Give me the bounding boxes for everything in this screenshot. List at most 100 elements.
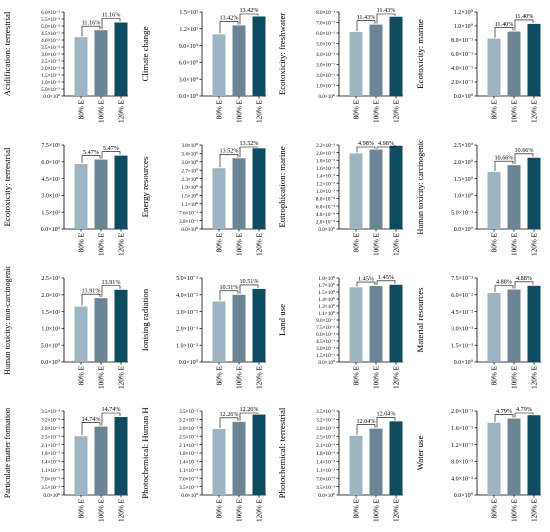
comparison-bracket <box>356 20 376 31</box>
comparison-bracket <box>219 290 238 301</box>
y-tick-label: 2.0×10⁻² <box>176 327 198 333</box>
bar-100e <box>232 294 245 362</box>
percent-annotation: 11.16% <box>82 19 101 26</box>
x-tick-label: 120% E <box>118 498 126 522</box>
y-tick-label: 0.0×10⁰ <box>318 493 335 499</box>
x-tick-label: 100% E <box>510 99 518 123</box>
y-tick-label: 2.0×10⁻² <box>41 66 60 72</box>
bar-120e <box>252 16 265 97</box>
x-tick-label: 80% E <box>215 99 223 119</box>
y-tick-label: 3.5×10⁻³ <box>316 485 335 491</box>
y-axis-title: Material resources <box>415 287 425 353</box>
y-tick-label: 4.5×10⁻² <box>451 310 473 316</box>
bar-120e <box>114 22 128 96</box>
bar-80e <box>212 301 225 362</box>
y-axis-title: Energy resources <box>140 156 150 217</box>
comparison-bracket <box>376 144 396 149</box>
y-tick-label: 8.0×10⁻² <box>451 460 473 466</box>
bar-chart-15: 0.0×10⁰ 3.5×10⁻³ 7.0×10⁻³ 1.1×10⁻² 1.4×10⁻² 1… <box>277 407 403 522</box>
bar-chart-16: 0.0×10⁰ 4.0×10⁻² 8.0×10⁻² 1.2×10⁻¹ 1.6×10⁻¹ 2… <box>415 406 541 522</box>
y-tick-label: 2.0×10⁻¹ <box>451 409 473 415</box>
bar-80e <box>212 168 225 229</box>
x-tick-label: 120% E <box>118 365 126 389</box>
y-tick-label: 3.0×10⁻¹ <box>316 346 335 352</box>
bar-chart-10: 0.0×10⁰ 1.0×10⁻² 2.0×10⁻² 3.0×10⁻² 4.0×10⁻² 5… <box>140 276 266 389</box>
percent-annotation: 4.88% <box>516 275 532 282</box>
bar-120e <box>114 155 128 229</box>
y-tick-label: 1.5×10¹ <box>41 210 60 216</box>
percent-annotation: 13.52% <box>219 147 238 154</box>
y-tick-label: 4.0×10⁻² <box>451 476 473 482</box>
y-tick-label: 7.0×10⁻³ <box>41 476 60 482</box>
y-tick-label: 0.0×10⁰ <box>43 94 60 100</box>
y-tick-label: 3.0×10⁰ <box>181 160 198 166</box>
x-tick-label: 80% E <box>353 498 361 518</box>
y-tick-label: 7.6×10⁻¹ <box>179 210 198 216</box>
y-tick-label: 1.4×10⁻³ <box>316 174 335 180</box>
y-tick-label: 4.0×10⁻² <box>176 293 198 299</box>
bar-80e <box>74 37 88 96</box>
bar-100e <box>507 165 520 229</box>
y-tick-label: 2.0×10⁻⁴ <box>316 220 335 226</box>
x-tick-label: 80% E <box>215 365 223 385</box>
y-tick-label: 1.2×10⁰ <box>453 9 473 16</box>
y-tick-label: 3.5×10⁻³ <box>41 485 60 491</box>
y-tick-label: 2.0×10¹ <box>41 293 60 299</box>
y-axis-title: Ecotoxicity: terrestrial <box>2 147 12 226</box>
bar-120e <box>252 288 265 362</box>
percent-annotation: 12.04% <box>356 418 375 425</box>
percent-annotation: 13.42% <box>219 15 238 22</box>
x-tick-label: 80% E <box>353 232 361 252</box>
y-tick-label: 2.5×10⁻² <box>179 434 198 440</box>
x-tick-label: 120% E <box>530 365 538 389</box>
y-tick-label: 4.5×10⁻² <box>41 31 60 37</box>
y-tick-label: 4.0×10⁻⁴ <box>316 212 335 218</box>
x-tick-label: 120% E <box>530 498 538 522</box>
y-tick-label: 0.0×10⁰ <box>318 360 335 366</box>
x-tick-label: 100% E <box>510 498 518 522</box>
y-tick-label: 2.1×10⁻² <box>41 443 60 449</box>
bar-100e <box>232 421 245 495</box>
y-tick-label: 3.0×10⁰ <box>178 76 198 83</box>
bar-120e <box>389 16 403 97</box>
y-tick-label: 4.5×10⁻¹ <box>316 339 335 345</box>
comparison-bracket <box>494 414 513 422</box>
x-tick-label: 120% E <box>255 498 263 522</box>
bar-100e <box>232 25 245 96</box>
y-tick-label: 2.8×10⁻² <box>316 426 335 432</box>
percent-annotation: 4.79% <box>496 408 512 415</box>
bar-80e <box>349 435 363 495</box>
x-tick-label: 80% E <box>215 232 223 252</box>
x-tick-label: 120% E <box>393 99 401 123</box>
x-tick-label: 100% E <box>98 99 106 123</box>
y-tick-label: 5.5×10⁻² <box>41 17 60 23</box>
bar-100e <box>94 159 108 229</box>
y-tick-label: 2.5×10⁻² <box>41 59 60 65</box>
percent-annotation: 4.79% <box>516 406 532 413</box>
bar-chart-9: 0.0×10⁰ 5.0×10⁰ 1.0×10¹ 1.5×10¹ 2.0×10¹ 2.5×1… <box>3 266 128 389</box>
comparison-bracket <box>494 27 513 38</box>
y-tick-label: 1.1×10⁰ <box>181 202 198 208</box>
bar-100e <box>94 298 108 362</box>
comparison-bracket <box>514 281 533 289</box>
y-axis-title: Photochemical: Human H <box>140 407 150 499</box>
y-tick-label: 3.0×10¹ <box>41 194 60 200</box>
y-axis-title: Ecotoxicity: marine <box>415 19 425 89</box>
bar-120e <box>527 23 540 96</box>
x-tick-label: 120% E <box>530 232 538 256</box>
bar-80e <box>74 436 88 495</box>
bar-chart-2: 0.0×10⁰ 3.0×10⁰ 6.0×10⁰ 9.0×10⁰ 1.2×10¹ 1.5×1… <box>140 7 266 123</box>
y-tick-label: 1.5×10⁻¹ <box>316 353 335 359</box>
y-tick-label: 2.0×10⁻³ <box>316 151 335 157</box>
y-tick-label: 1.2×10¹ <box>179 27 198 33</box>
comparison-bracket <box>514 412 533 418</box>
y-tick-label: 1.5×10⁰ <box>318 290 335 296</box>
percent-annotation: 10.51% <box>219 284 238 291</box>
comparison-bracket <box>376 13 396 24</box>
x-tick-label: 120% E <box>255 232 263 256</box>
y-tick-label: 4.0×10⁻² <box>41 38 60 44</box>
percent-annotation: 10.66% <box>494 154 513 161</box>
y-tick-label: 1.8×10⁰ <box>318 276 335 282</box>
x-tick-label: 80% E <box>490 365 498 385</box>
y-tick-label: 1.8×10⁻² <box>41 451 60 457</box>
